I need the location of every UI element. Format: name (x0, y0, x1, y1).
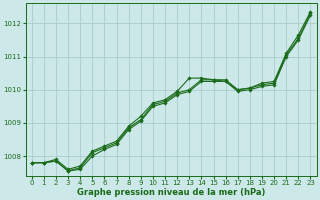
X-axis label: Graphe pression niveau de la mer (hPa): Graphe pression niveau de la mer (hPa) (77, 188, 265, 197)
